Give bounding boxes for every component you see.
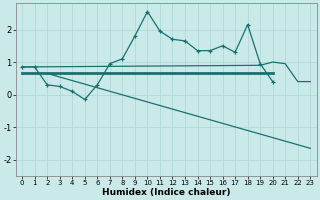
X-axis label: Humidex (Indice chaleur): Humidex (Indice chaleur) bbox=[102, 188, 230, 197]
